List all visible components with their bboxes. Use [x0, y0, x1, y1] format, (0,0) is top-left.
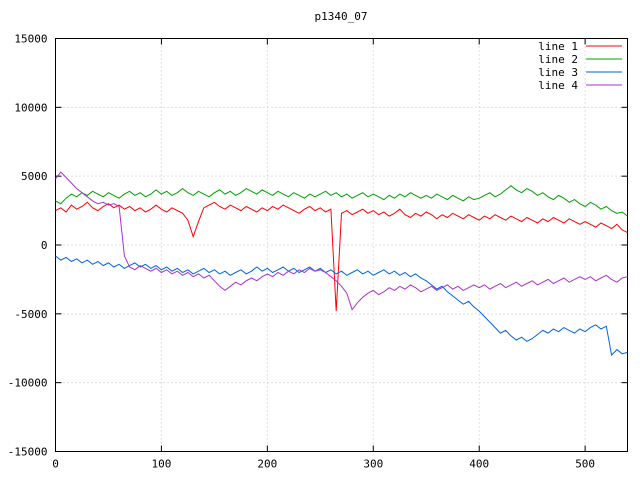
y-tick-label: -10000	[8, 377, 48, 390]
series-line-3	[55, 255, 628, 357]
series-line-4	[55, 171, 628, 311]
legend-label: line 4	[538, 79, 578, 92]
y-tick-label: 15000	[14, 33, 47, 46]
x-tick-label: 300	[363, 458, 383, 471]
y-tick-label: 5000	[21, 170, 48, 183]
x-tick-label: 0	[52, 458, 59, 471]
x-tick-label: 100	[151, 458, 171, 471]
x-tick-label: 200	[257, 458, 277, 471]
x-tick-label: 500	[575, 458, 595, 471]
legend-label: line 1	[538, 40, 578, 53]
series-line-2	[55, 185, 628, 217]
y-tick-label: 0	[41, 239, 48, 252]
chart-title: p1340_07	[314, 10, 368, 23]
legend-label: line 2	[538, 53, 578, 66]
y-tick-label: 10000	[14, 101, 47, 114]
legend-label: line 3	[538, 66, 578, 79]
series-line-1	[55, 201, 628, 312]
x-tick-label: 400	[469, 458, 489, 471]
y-tick-label: -5000	[14, 308, 47, 321]
plot-border	[55, 38, 628, 452]
y-tick-label: -15000	[8, 446, 48, 459]
